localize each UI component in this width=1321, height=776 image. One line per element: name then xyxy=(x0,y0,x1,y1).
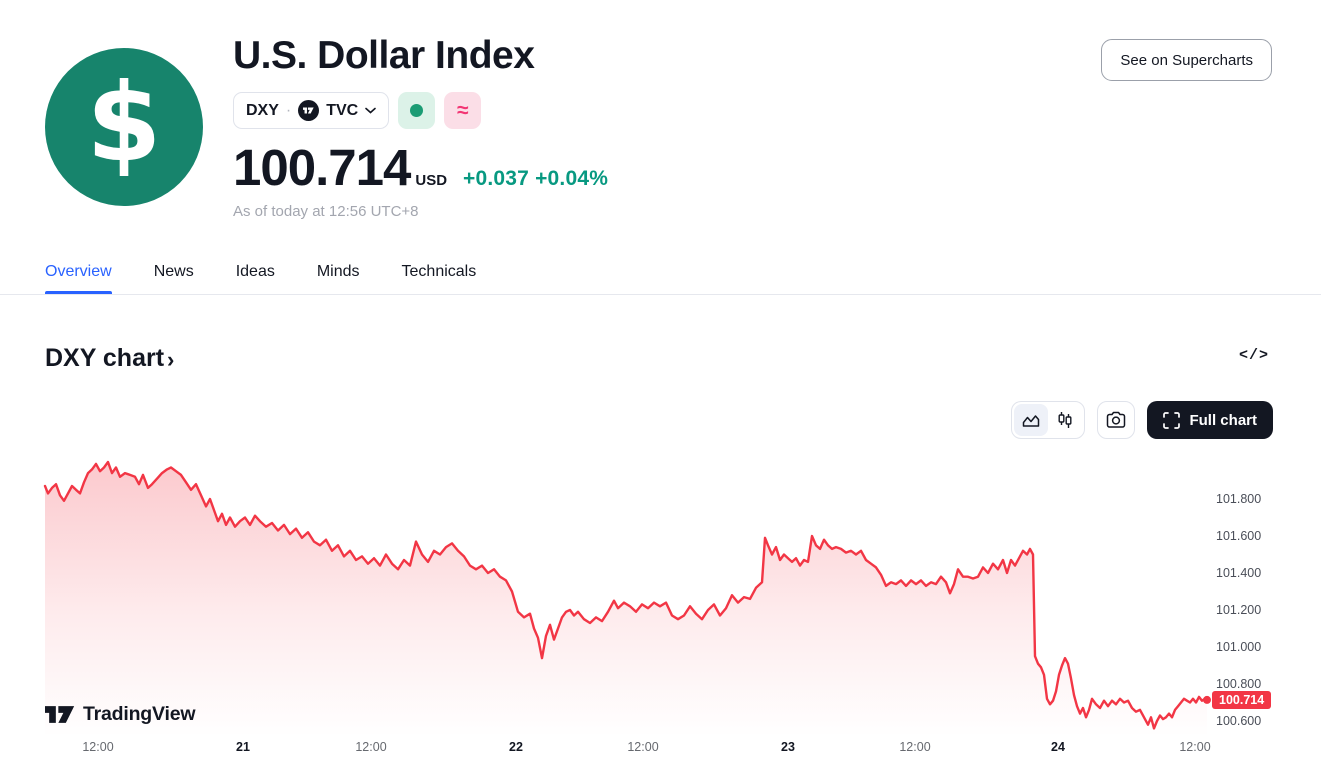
x-axis-label: 12:00 xyxy=(899,740,931,754)
full-chart-label: Full chart xyxy=(1189,411,1257,429)
see-on-supercharts-button[interactable]: See on Supercharts xyxy=(1101,39,1272,81)
price-chart-area[interactable] xyxy=(0,450,1321,760)
market-status-button[interactable] xyxy=(398,92,436,129)
embed-code-icon[interactable]: </> xyxy=(1238,347,1269,364)
candlestick-icon xyxy=(1058,412,1072,428)
tab-label: Overview xyxy=(45,263,112,280)
y-axis-label: 100.800 xyxy=(1216,677,1262,691)
price-change: +0.037 +0.04% xyxy=(463,167,608,191)
active-tab-underline xyxy=(45,291,112,294)
as-of-timestamp: As of today at 12:56 UTC+8 xyxy=(233,203,419,220)
symbol-row: DXY · TVC ≈ xyxy=(233,92,482,129)
approx-wave-icon: ≈ xyxy=(456,98,469,122)
x-axis-label: 12:00 xyxy=(82,740,114,754)
current-price-badge: 100.714 xyxy=(1212,690,1272,709)
y-axis-label: 101.400 xyxy=(1216,566,1262,580)
x-axis-label: 23 xyxy=(781,740,795,754)
symbol-selector-button[interactable]: DXY · TVC xyxy=(233,92,390,129)
y-axis-label: 101.800 xyxy=(1216,492,1262,506)
price-row: 100.714 USD +0.037 +0.04% xyxy=(233,138,608,197)
symbol-ticker: DXY xyxy=(246,101,279,119)
exchange-name: TVC xyxy=(326,101,359,119)
y-axis-label: 101.000 xyxy=(1216,640,1262,654)
snapshot-button[interactable] xyxy=(1097,401,1136,439)
tradingview-logo-icon xyxy=(45,706,75,723)
x-axis-label: 12:00 xyxy=(627,740,659,754)
area-chart-type-button[interactable] xyxy=(1014,404,1049,436)
area-chart-icon xyxy=(1023,414,1040,427)
tab-overview[interactable]: Overview xyxy=(45,257,112,294)
tradingview-watermark[interactable]: TradingView xyxy=(45,703,196,726)
tab-technicals[interactable]: Technicals xyxy=(402,257,477,294)
x-axis-label: 24 xyxy=(1051,740,1065,754)
x-axis-label: 22 xyxy=(509,740,523,754)
x-axis-label: 12:00 xyxy=(1179,740,1211,754)
y-axis-label: 101.200 xyxy=(1216,603,1262,617)
x-axis-label: 21 xyxy=(236,740,250,754)
fullscreen-icon xyxy=(1163,411,1181,429)
tradingview-exchange-icon xyxy=(298,100,320,121)
page-title: U.S. Dollar Index xyxy=(233,34,535,77)
section-heading-text: DXY chart xyxy=(45,344,165,372)
last-price-dot xyxy=(1203,695,1211,704)
wave-status-button[interactable]: ≈ xyxy=(444,92,482,129)
tab-ideas[interactable]: Ideas xyxy=(236,257,275,294)
camera-icon xyxy=(1107,411,1126,428)
dollar-sign-icon: $ xyxy=(86,61,162,186)
market-open-dot-icon xyxy=(410,104,424,117)
tab-minds[interactable]: Minds xyxy=(317,257,360,294)
x-axis-label: 12:00 xyxy=(355,740,387,754)
tab-label: Minds xyxy=(316,263,360,280)
dxy-chart-heading-link[interactable]: DXY chart › xyxy=(45,344,174,373)
chevron-down-icon xyxy=(365,107,377,114)
y-axis-label: 101.600 xyxy=(1216,529,1262,543)
chevron-right-icon: › xyxy=(167,347,175,372)
last-price: 100.714 xyxy=(233,139,411,196)
price-change-pct: +0.04% xyxy=(535,167,609,190)
symbol-logo: $ xyxy=(45,48,203,206)
tab-label: News xyxy=(153,263,194,280)
chart-controls: Full chart xyxy=(1011,401,1273,439)
tab-label: Technicals xyxy=(401,263,477,280)
full-chart-button[interactable]: Full chart xyxy=(1147,401,1273,439)
separator-dot: · xyxy=(285,101,292,119)
price-change-abs: +0.037 xyxy=(463,167,530,190)
tab-bar: Overview News Ideas Minds Technicals xyxy=(0,257,1321,295)
y-axis-label: 100.600 xyxy=(1216,714,1262,728)
price-area-fill xyxy=(45,462,1207,737)
candlestick-chart-type-button[interactable] xyxy=(1048,404,1082,436)
tradingview-wordmark: TradingView xyxy=(83,703,196,725)
chart-type-toggle xyxy=(1011,401,1086,439)
tab-label: Ideas xyxy=(235,263,275,280)
price-line xyxy=(43,460,1209,730)
price-currency: USD xyxy=(415,172,448,189)
tab-news[interactable]: News xyxy=(154,257,194,294)
